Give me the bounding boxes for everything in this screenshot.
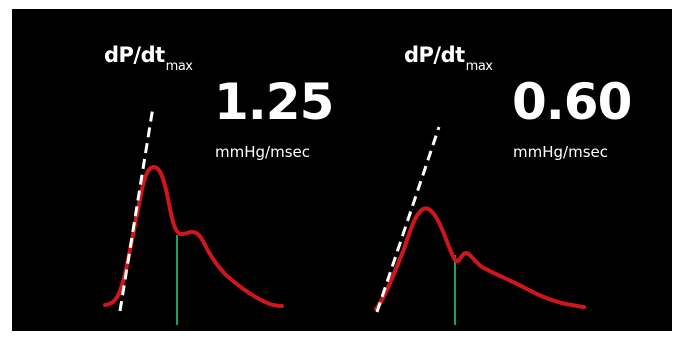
tangent-line-left: [118, 106, 155, 312]
tangent-line-right: [375, 126, 441, 313]
dpdt-unit-right: mmHg/msec: [513, 143, 608, 161]
dpdt-label-sub-left: max: [165, 59, 193, 74]
dpdt-label-main-left: dP/dt: [104, 43, 165, 67]
dpdt-value-left: 1.25: [214, 73, 334, 131]
pressure-curve-right: [374, 206, 586, 311]
waveform-drawing: [103, 106, 586, 325]
dpdt-label-left: dP/dtmax: [104, 43, 193, 74]
panel-right: dP/dtmax 0.60 mmHg/msec: [312, 9, 642, 331]
dpdt-label-sub-right: max: [465, 59, 493, 74]
dpdt-label-right: dP/dtmax: [404, 43, 493, 74]
figure-canvas: dP/dtmax 1.25 mmHg/msec dP/dtmax 0.60 mm…: [12, 9, 672, 331]
dpdt-value-right: 0.60: [512, 73, 632, 131]
dpdt-label-main-right: dP/dt: [404, 43, 465, 67]
waveform-right: [374, 126, 586, 325]
dpdt-unit-left: mmHg/msec: [215, 143, 310, 161]
panel-left: dP/dtmax 1.25 mmHg/msec: [12, 9, 342, 331]
waveform-left: [103, 106, 284, 325]
